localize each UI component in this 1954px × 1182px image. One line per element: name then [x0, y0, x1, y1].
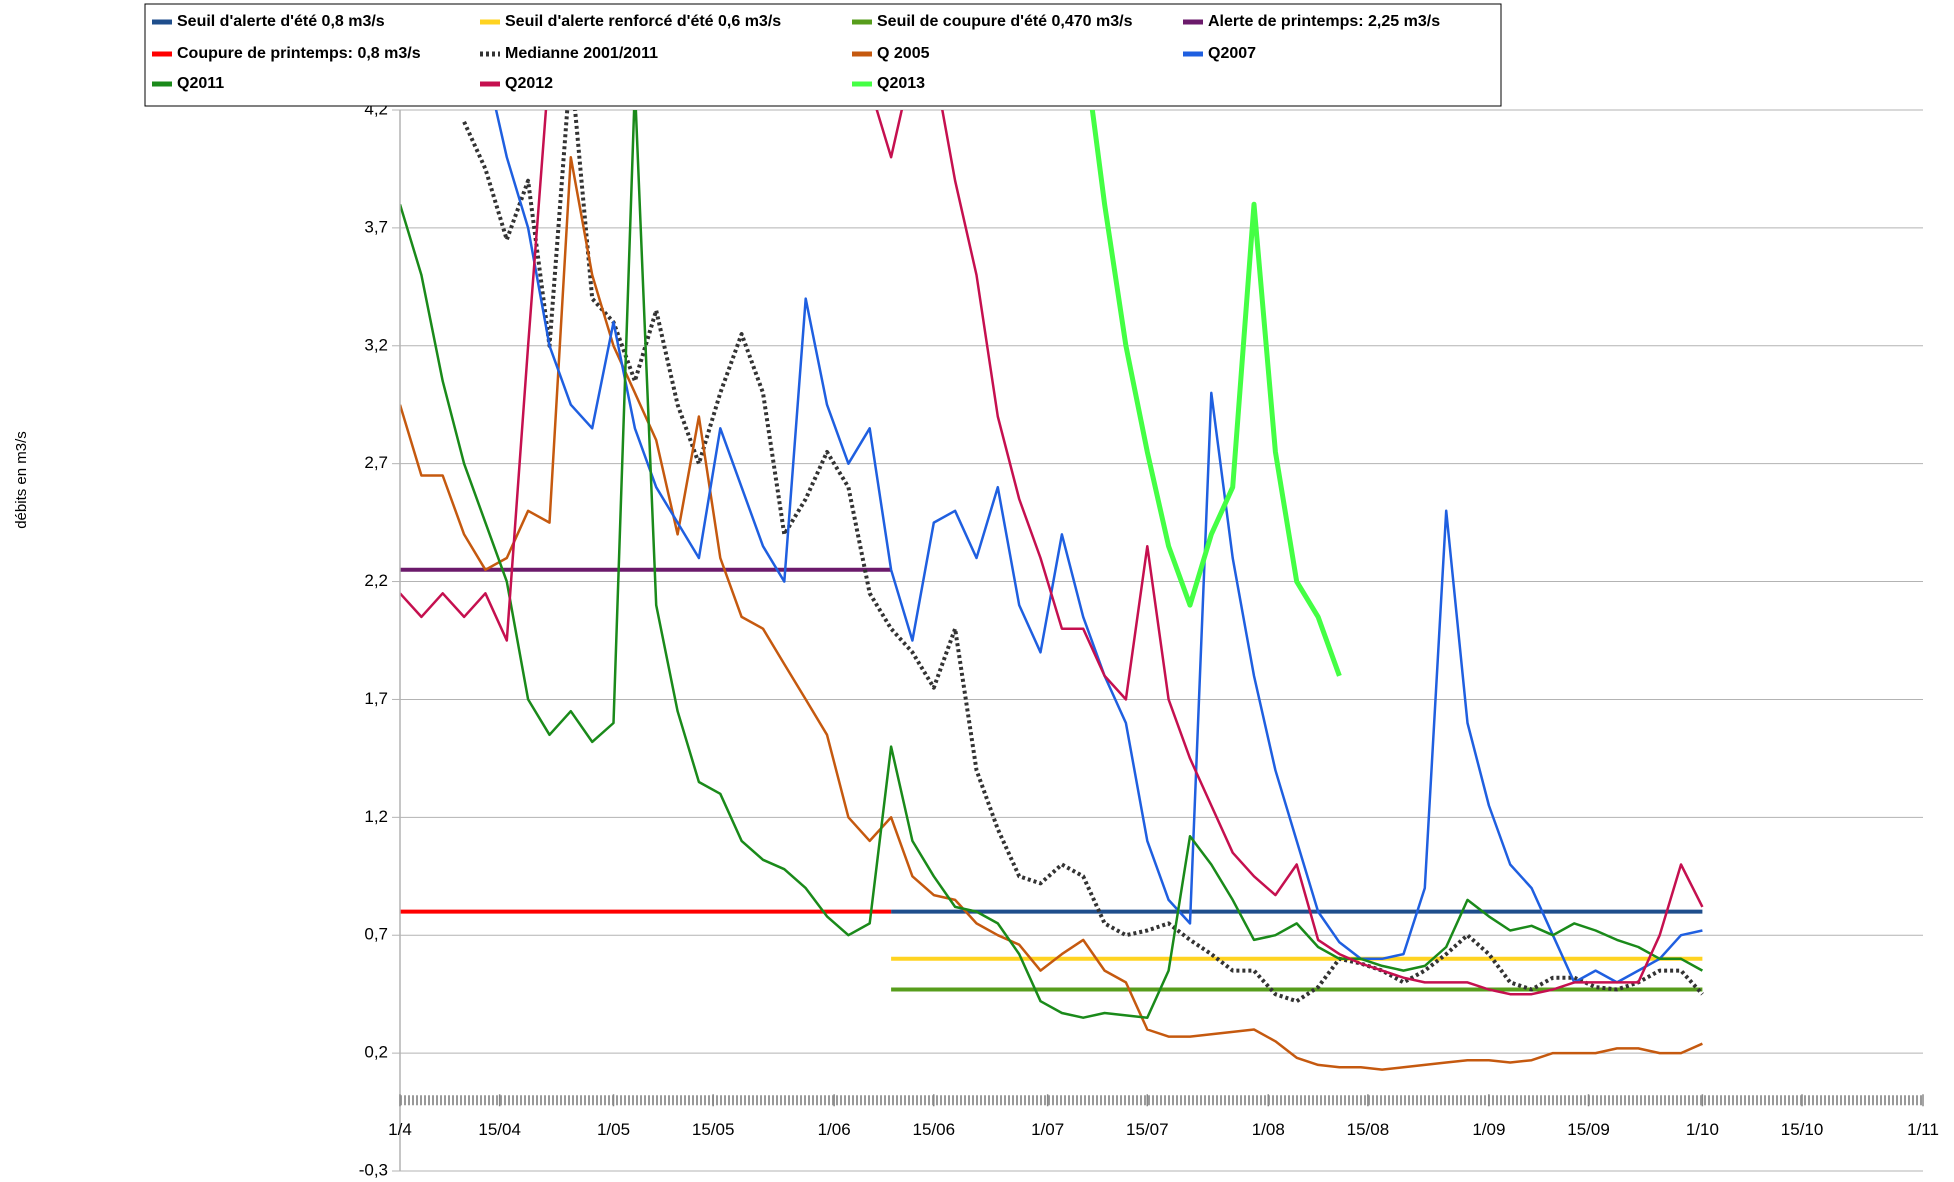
- series-line: [494, 110, 1703, 984]
- legend-label: Medianne 2001/2011: [505, 45, 658, 62]
- legend-label: Seuil d'alerte d'été 0,8 m3/s: [177, 13, 385, 30]
- y-tick-label: 2,2: [364, 571, 388, 590]
- x-tick-label: 15/07: [1126, 1120, 1169, 1139]
- plot-area: [400, 110, 1704, 1071]
- x-tick-label: 15/04: [478, 1120, 521, 1139]
- legend: Seuil d'alerte d'été 0,8 m3/s Seuil d'ale…: [144, 3, 1502, 107]
- legend-label: Seuil de coupure d'été 0,470 m3/s: [877, 13, 1133, 30]
- x-tick-label: 15/08: [1347, 1120, 1390, 1139]
- y-axis-label: débits en m3/s: [13, 431, 30, 529]
- x-tick-label: 1/08: [1252, 1120, 1285, 1139]
- legend-label: Alerte de printemps: 2,25 m3/s: [1208, 13, 1440, 30]
- y-tick-label: 2,7: [364, 453, 388, 472]
- y-tick-label: -0,3: [359, 1160, 388, 1179]
- series-line: [400, 110, 1704, 996]
- x-tick-label: 1/05: [597, 1120, 630, 1139]
- x-axis-band: [400, 1095, 1923, 1106]
- x-tick-label: 1/4: [388, 1120, 412, 1139]
- y-tick-label: 1,2: [364, 807, 388, 826]
- x-tick-label: 15/06: [912, 1120, 955, 1139]
- grid: [400, 109, 1923, 1172]
- x-tick-label: 1/10: [1686, 1120, 1719, 1139]
- series-line: [1089, 110, 1342, 677]
- x-tick-label: 1/11: [1907, 1120, 1939, 1139]
- legend-label: Q2013: [877, 75, 925, 92]
- x-tick-label: 1/09: [1472, 1120, 1505, 1139]
- y-tick-label: 0,7: [364, 925, 388, 944]
- legend-label: Seuil d'alerte renforcé d'été 0,6 m3/s: [505, 13, 781, 30]
- legend-label: Q2007: [1208, 45, 1256, 62]
- legend-label: Q2011: [177, 75, 224, 92]
- y-tick-label: 3,2: [364, 335, 388, 354]
- x-tick-label: 15/10: [1781, 1120, 1824, 1139]
- y-tick-label: 3,7: [364, 217, 388, 236]
- legend-box: [144, 3, 1502, 107]
- x-tick-label: 15/05: [692, 1120, 735, 1139]
- series-line: [400, 155, 1703, 1071]
- axes: -0,30,20,71,21,72,22,73,23,74,21/4 15/04 1…: [359, 99, 1939, 1179]
- x-tick-label: 15/09: [1567, 1120, 1610, 1139]
- x-tick-label: 1/06: [818, 1120, 851, 1139]
- y-tick-label: 1,7: [364, 689, 388, 708]
- series-line: [462, 110, 1704, 1004]
- legend-label: Q2012: [505, 75, 553, 92]
- series-line: [400, 110, 1704, 1019]
- y-tick-label: 0,2: [364, 1043, 388, 1062]
- legend-label: Coupure de printemps: 0,8 m3/s: [177, 45, 421, 62]
- legend-label: Q 2005: [877, 45, 930, 62]
- x-tick-label: 1/07: [1031, 1120, 1064, 1139]
